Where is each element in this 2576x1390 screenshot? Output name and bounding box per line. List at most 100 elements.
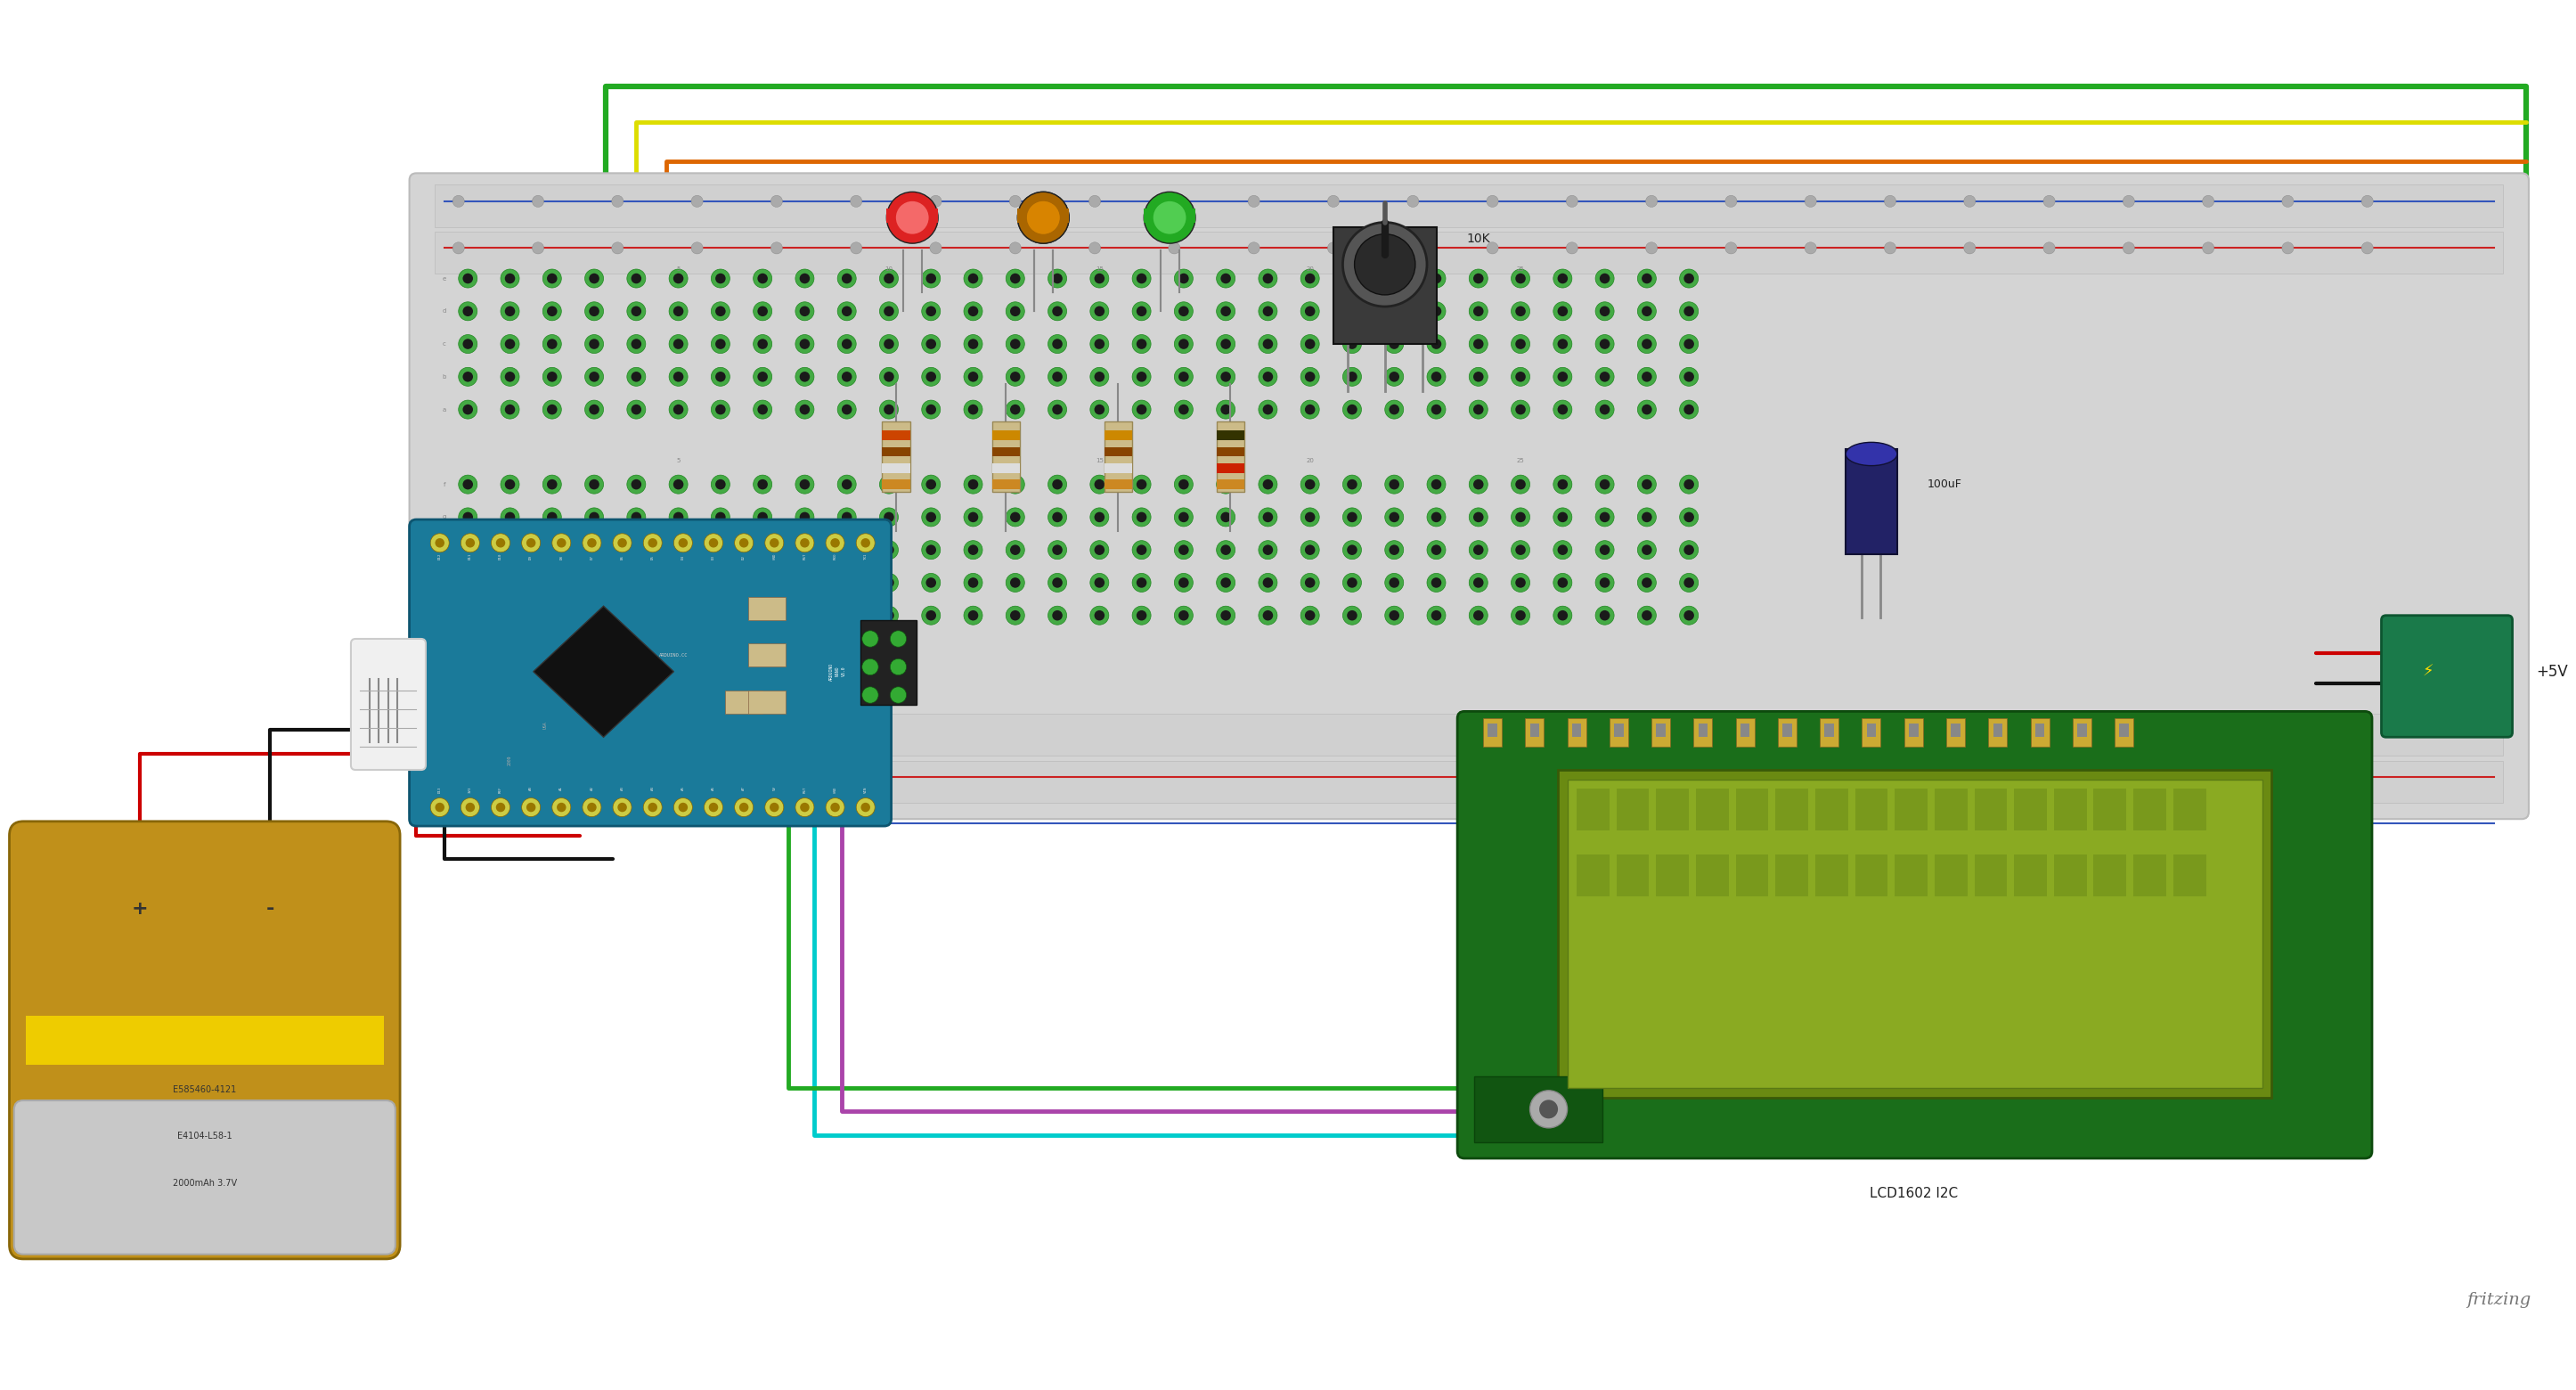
Circle shape [1388, 371, 1399, 382]
Text: A7: A7 [742, 787, 744, 791]
Circle shape [1010, 371, 1020, 382]
Circle shape [585, 335, 603, 353]
Circle shape [796, 534, 814, 552]
Circle shape [670, 270, 688, 288]
Circle shape [757, 512, 768, 523]
Circle shape [827, 798, 845, 817]
Circle shape [1347, 404, 1358, 414]
Circle shape [1553, 573, 1571, 592]
Circle shape [430, 534, 448, 552]
Circle shape [1347, 371, 1358, 382]
Circle shape [1386, 367, 1404, 386]
Circle shape [1005, 475, 1025, 493]
Circle shape [453, 196, 464, 207]
Circle shape [1386, 507, 1404, 527]
Circle shape [1388, 577, 1399, 588]
Circle shape [1512, 270, 1530, 288]
Circle shape [1388, 404, 1399, 414]
Circle shape [1641, 371, 1651, 382]
Circle shape [757, 371, 768, 382]
Circle shape [837, 573, 855, 592]
Bar [1695, 788, 1728, 831]
Circle shape [1600, 339, 1610, 349]
Circle shape [1090, 573, 1108, 592]
Circle shape [1262, 274, 1273, 284]
Bar [1736, 853, 1770, 897]
Circle shape [1515, 545, 1525, 555]
Circle shape [1553, 475, 1571, 493]
Circle shape [690, 242, 703, 254]
Circle shape [930, 196, 943, 207]
Circle shape [1260, 367, 1278, 386]
Circle shape [500, 335, 520, 353]
Circle shape [963, 475, 981, 493]
Bar [881, 480, 909, 489]
Bar [1947, 719, 1965, 746]
Circle shape [1530, 1091, 1566, 1127]
Text: ⚡: ⚡ [2421, 663, 2434, 680]
Circle shape [526, 802, 536, 812]
Circle shape [1432, 545, 1443, 555]
Bar [1950, 723, 1960, 737]
Circle shape [963, 302, 981, 321]
Circle shape [435, 802, 446, 812]
Circle shape [796, 400, 814, 418]
Circle shape [1090, 367, 1108, 386]
Bar [1896, 788, 1927, 831]
Circle shape [925, 480, 935, 489]
Bar [1018, 208, 1069, 222]
Circle shape [1301, 270, 1319, 288]
Circle shape [1432, 306, 1443, 317]
Circle shape [770, 196, 783, 207]
Circle shape [1180, 512, 1188, 523]
Circle shape [1342, 475, 1363, 493]
Circle shape [1388, 274, 1399, 284]
Circle shape [1175, 335, 1193, 353]
Text: USA: USA [544, 721, 546, 730]
Circle shape [459, 606, 477, 624]
Bar [1855, 853, 1888, 897]
Circle shape [1133, 606, 1151, 624]
Circle shape [884, 512, 894, 523]
Circle shape [863, 687, 878, 703]
Circle shape [1680, 475, 1698, 493]
Circle shape [1486, 196, 1499, 207]
Circle shape [1595, 507, 1615, 527]
Circle shape [1638, 302, 1656, 321]
Circle shape [505, 545, 515, 555]
Circle shape [1010, 480, 1020, 489]
Circle shape [1685, 404, 1695, 414]
Circle shape [611, 196, 623, 207]
Circle shape [922, 475, 940, 493]
Circle shape [1216, 367, 1234, 386]
Circle shape [1347, 545, 1358, 555]
Circle shape [1432, 610, 1443, 620]
Circle shape [1175, 573, 1193, 592]
Bar [2094, 853, 2125, 897]
Circle shape [582, 534, 600, 552]
Circle shape [1180, 545, 1188, 555]
Circle shape [752, 335, 773, 353]
Circle shape [922, 335, 940, 353]
Circle shape [1406, 196, 1419, 207]
Circle shape [546, 306, 556, 317]
Circle shape [1180, 339, 1188, 349]
Circle shape [1600, 545, 1610, 555]
Circle shape [631, 404, 641, 414]
FancyBboxPatch shape [10, 821, 399, 1259]
Circle shape [1432, 274, 1443, 284]
Text: RXO: RXO [835, 553, 837, 559]
Circle shape [590, 371, 600, 382]
Circle shape [1468, 573, 1489, 592]
Circle shape [670, 335, 688, 353]
Bar [1216, 480, 1244, 489]
Circle shape [765, 798, 783, 817]
Circle shape [969, 404, 979, 414]
Circle shape [1595, 302, 1615, 321]
Circle shape [1175, 270, 1193, 288]
Circle shape [963, 541, 981, 559]
Circle shape [1558, 274, 1569, 284]
Circle shape [590, 404, 600, 414]
Circle shape [1216, 475, 1234, 493]
Circle shape [672, 404, 683, 414]
